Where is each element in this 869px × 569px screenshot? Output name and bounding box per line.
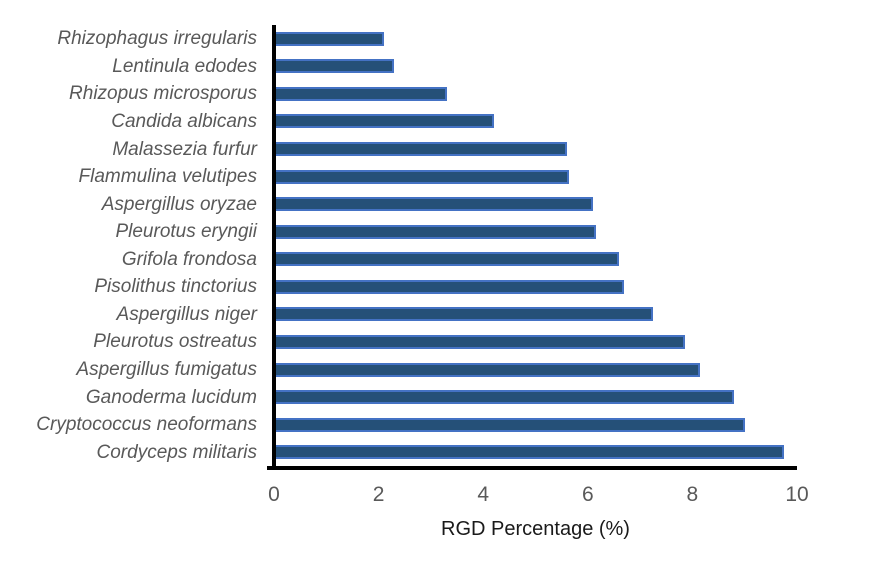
bar-row: Pleurotus eryngii bbox=[0, 218, 869, 246]
category-label: Aspergillus oryzae bbox=[101, 193, 257, 215]
x-tick-label: 0 bbox=[268, 483, 280, 506]
category-label: Candida albicans bbox=[111, 110, 257, 132]
bar bbox=[274, 252, 620, 267]
bar-row: Cordyceps militaris bbox=[0, 438, 869, 466]
bar bbox=[274, 279, 625, 294]
bar-row: Pleurotus ostreatus bbox=[0, 328, 869, 356]
bar bbox=[274, 169, 570, 184]
bar-row: Aspergillus oryzae bbox=[0, 190, 869, 218]
bar-row: Pisolithus tinctorius bbox=[0, 273, 869, 301]
x-tick-label: 6 bbox=[581, 483, 594, 506]
bar-row: Aspergillus fumigatus bbox=[0, 356, 869, 384]
x-axis-line bbox=[267, 466, 797, 470]
bar bbox=[274, 417, 745, 432]
x-tick-label: 2 bbox=[372, 483, 385, 506]
x-tick-label: 4 bbox=[477, 483, 490, 506]
bar-row: Candida albicans bbox=[0, 108, 869, 136]
x-tick-label: 8 bbox=[686, 483, 699, 506]
bar bbox=[274, 224, 596, 239]
bar-row: Lentinula edodes bbox=[0, 53, 869, 81]
bar bbox=[274, 197, 594, 212]
bar bbox=[274, 86, 447, 101]
x-axis-title: RGD Percentage (%) bbox=[441, 518, 630, 540]
bar bbox=[274, 31, 384, 46]
category-label: Flammulina velutipes bbox=[78, 166, 257, 188]
category-label: Cryptococcus neoformans bbox=[36, 414, 257, 436]
bar-row: Rhizophagus irregularis bbox=[0, 25, 869, 53]
category-label: Cordyceps militaris bbox=[96, 441, 257, 463]
bar bbox=[274, 59, 395, 74]
category-label: Aspergillus niger bbox=[116, 303, 257, 325]
category-label: Rhizopus microsporus bbox=[69, 83, 257, 105]
bar bbox=[274, 307, 654, 322]
bar bbox=[274, 362, 701, 377]
category-label: Grifola frondosa bbox=[121, 248, 257, 270]
bar-row: Cryptococcus neoformans bbox=[0, 411, 869, 439]
category-label: Aspergillus fumigatus bbox=[76, 359, 257, 381]
category-label: Rhizophagus irregularis bbox=[57, 28, 257, 50]
bar-row: Malassezia furfur bbox=[0, 135, 869, 163]
x-tick-label: 10 bbox=[785, 483, 809, 506]
category-label: Lentinula edodes bbox=[112, 55, 257, 77]
category-label: Malassezia furfur bbox=[112, 138, 257, 160]
bar-row: Rhizopus microsporus bbox=[0, 80, 869, 108]
bar bbox=[274, 114, 494, 129]
y-axis-line bbox=[272, 25, 276, 470]
bar-row: Flammulina velutipes bbox=[0, 163, 869, 191]
bar bbox=[274, 334, 685, 349]
bar-row: Grifola frondosa bbox=[0, 246, 869, 274]
category-label: Pleurotus eryngii bbox=[115, 221, 257, 243]
bar-row: Aspergillus niger bbox=[0, 301, 869, 329]
bar bbox=[274, 445, 784, 460]
bar bbox=[274, 142, 567, 157]
category-label: Pisolithus tinctorius bbox=[94, 276, 257, 298]
category-label: Ganoderma lucidum bbox=[85, 386, 257, 408]
bar bbox=[274, 390, 735, 405]
category-label: Pleurotus ostreatus bbox=[93, 331, 257, 353]
bar-row: Ganoderma lucidum bbox=[0, 383, 869, 411]
plot-area: Rhizophagus irregularis Lentinula edodes R… bbox=[0, 25, 869, 466]
